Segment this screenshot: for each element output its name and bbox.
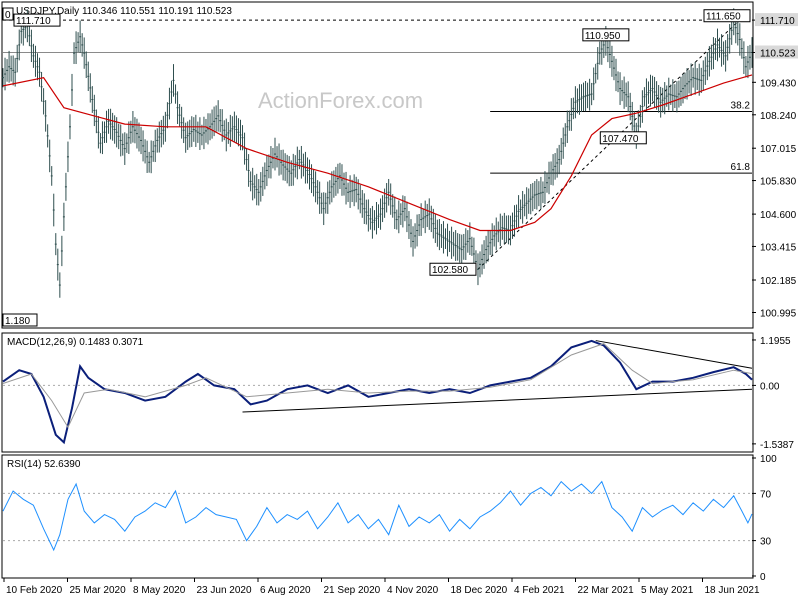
watermark: ActionForex.com — [258, 88, 423, 113]
last-price-box — [755, 45, 798, 59]
price-axis-label-5: 105.830 — [760, 177, 797, 188]
rsi-axis-label-2: 30 — [760, 537, 772, 548]
macd-line — [2, 339, 753, 445]
x-axis-label-8: 4 Feb 2021 — [514, 585, 565, 596]
ohlc-close: 110.523 — [197, 6, 233, 17]
rsi-axis-label-3: 0 — [760, 572, 766, 583]
price-axis-label-7: 103.415 — [760, 242, 797, 253]
price-axis-label-0: 111.710 — [760, 16, 795, 27]
macd-trendline-0 — [595, 340, 753, 369]
annotation-label-4: 102.580 — [432, 265, 469, 276]
symbol-title: USDJPY,Daily — [16, 6, 79, 17]
annotation-label-2: 111.650 — [706, 12, 741, 23]
macd-title: MACD(12,26,9) 0.1483 0.3071 — [7, 337, 144, 348]
annotation-label-1: 110.950 — [585, 31, 621, 42]
macd-trendline-1 — [242, 388, 753, 413]
macd-signal-line — [2, 343, 753, 429]
x-axis-label-10: 5 May 2021 — [641, 585, 694, 596]
price-axis-label-3: 108.240 — [760, 111, 797, 122]
annotation-label-6: 0 — [5, 10, 11, 21]
ohlc-high: 110.551 — [120, 6, 156, 17]
x-axis-label-11: 18 Jun 2021 — [705, 585, 760, 596]
x-axis-label-3: 23 Jun 2020 — [197, 585, 252, 596]
x-axis-label-9: 22 Mar 2021 — [578, 585, 635, 596]
annotation-label-3: 107.470 — [602, 134, 639, 145]
annotation-label-5: 1.180 — [5, 316, 30, 327]
rsi-line — [2, 480, 753, 552]
price-axis-label-6: 104.600 — [760, 210, 797, 221]
price-axis-label-1: 110.523 — [760, 48, 796, 59]
x-axis-label-0: 10 Feb 2020 — [6, 585, 63, 596]
macd-axis-label-1: 0.00 — [760, 381, 780, 392]
annotation-box-1 — [582, 28, 630, 42]
price-axis-label-2: 109.430 — [760, 78, 797, 89]
moving-average-line — [2, 74, 753, 232]
macd-axis-label-0: 1.1955 — [760, 336, 791, 347]
annotation-box-2 — [703, 9, 751, 23]
annotation-box-5 — [2, 313, 38, 327]
annotation-box-6 — [2, 7, 14, 21]
rsi-title: RSI(14) 52.6390 — [7, 459, 81, 470]
price-chart-title: USDJPY,Daily 110.346 110.551 110.191 110… — [16, 6, 232, 17]
rsi-axis-label-1: 70 — [760, 489, 772, 500]
annotation-box-3 — [599, 131, 647, 145]
x-axis-label-2: 8 May 2020 — [133, 585, 186, 596]
annotation-box-0 — [13, 13, 61, 27]
ohlc-open: 110.346 — [82, 6, 118, 17]
annotation-label-0: 111.710 — [16, 16, 51, 27]
fib-label-2: 38.2 — [731, 101, 751, 112]
price-axis-label-4: 107.015 — [760, 144, 797, 155]
ohlc-low: 110.191 — [158, 6, 194, 17]
rsi-axis-label-0: 100 — [760, 454, 777, 465]
macd-axis-label-2: -1.5387 — [760, 440, 794, 451]
top-level-box — [755, 13, 798, 27]
x-axis-label-1: 25 Mar 2020 — [70, 585, 127, 596]
price-axis-label-9: 100.995 — [760, 308, 797, 319]
fib-label-3: 61.8 — [731, 162, 751, 173]
price-panel — [1, 1, 754, 329]
price-axis-label-8: 102.185 — [760, 276, 797, 287]
x-axis-label-4: 6 Aug 2020 — [260, 585, 311, 596]
x-axis-label-5: 21 Sep 2020 — [324, 585, 381, 596]
annotation-box-4 — [429, 262, 477, 276]
x-axis-label-7: 18 Dec 2020 — [451, 585, 508, 596]
rsi-panel — [1, 454, 754, 579]
x-axis-label-6: 4 Nov 2020 — [387, 585, 439, 596]
